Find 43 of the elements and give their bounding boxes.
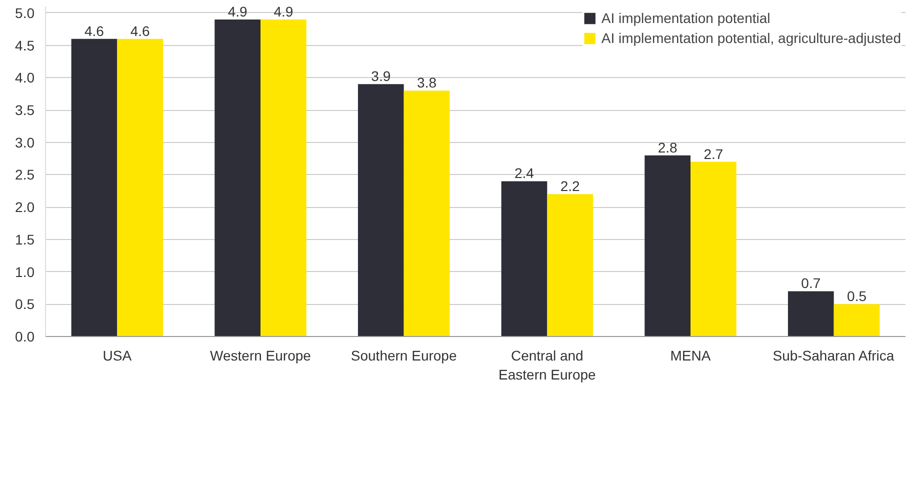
y-tick-label: 2.0 bbox=[15, 199, 35, 216]
data-label: 4.6 bbox=[130, 22, 150, 39]
y-tick-label: 0.5 bbox=[15, 296, 35, 312]
data-label: 2.2 bbox=[560, 178, 580, 194]
bar bbox=[547, 194, 594, 336]
x-tick-label: USA bbox=[102, 348, 132, 364]
y-tick-label: 3.5 bbox=[15, 102, 35, 118]
data-label: 2.8 bbox=[658, 139, 678, 156]
x-tick-label: MENA bbox=[670, 348, 712, 364]
bar bbox=[117, 38, 164, 336]
data-label: 4.6 bbox=[84, 22, 104, 39]
bar bbox=[260, 19, 306, 336]
legend-label: AI implementation potential bbox=[601, 10, 770, 26]
bar bbox=[501, 181, 548, 336]
data-label: 0.7 bbox=[801, 275, 821, 292]
bar bbox=[834, 304, 880, 336]
data-label: 4.9 bbox=[228, 3, 248, 20]
y-tick-label: 3.0 bbox=[15, 134, 35, 150]
x-tick-label: Sub-Saharan Africa bbox=[772, 348, 894, 364]
y-tick-label: 1.0 bbox=[15, 264, 35, 280]
y-tick-label: 5.0 bbox=[15, 4, 35, 21]
y-tick-label: 4.5 bbox=[15, 37, 35, 54]
data-label: 2.4 bbox=[514, 165, 534, 182]
data-label: 3.9 bbox=[371, 68, 391, 84]
data-label: 4.9 bbox=[274, 3, 294, 20]
bar bbox=[788, 291, 834, 336]
y-tick-label: 2.5 bbox=[15, 166, 35, 183]
x-tick-label: Central and Eastern Europe bbox=[498, 348, 596, 383]
bar bbox=[404, 90, 450, 336]
bar bbox=[644, 155, 690, 336]
data-label: 0.5 bbox=[847, 288, 867, 304]
legend-label: AI implementation potential, agriculture-adjusted bbox=[601, 30, 901, 46]
data-label: 3.8 bbox=[417, 74, 437, 91]
bar bbox=[358, 84, 404, 336]
bar bbox=[71, 38, 118, 336]
y-tick-label: 4.0 bbox=[15, 70, 35, 86]
bar bbox=[690, 162, 736, 336]
x-tick-label: Southern Europe bbox=[350, 348, 457, 364]
x-tick-label: Western Europe bbox=[210, 348, 312, 364]
data-label: 2.7 bbox=[704, 146, 724, 162]
bar bbox=[214, 19, 260, 336]
y-tick-label: 1.5 bbox=[15, 231, 35, 248]
y-tick-label: 0.0 bbox=[15, 328, 35, 344]
